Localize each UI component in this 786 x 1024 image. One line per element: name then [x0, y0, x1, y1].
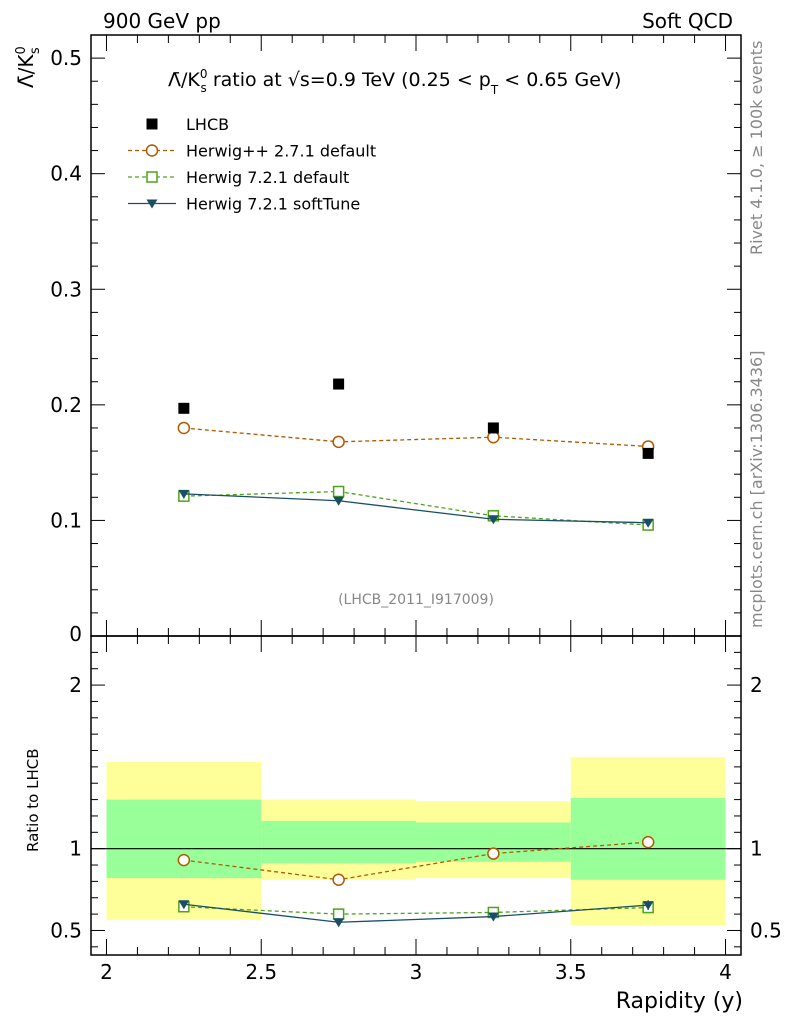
ratio-xtick-label: 3.5: [555, 960, 587, 984]
ratio-point-herwig-2-7-1-default: [177, 853, 191, 867]
main-title-rest: ratio at √s=0.9 TeV (0.25 < p: [207, 69, 491, 91]
ratio-ytick-label-right: 2: [750, 673, 763, 697]
main-line-herwig-7-2-1-default: [183, 490, 649, 526]
main-point-lhcb: [487, 422, 499, 434]
main-title-sup: 0: [200, 67, 208, 81]
ratio-ylabel: Ratio to LHCB: [24, 748, 42, 852]
main-title: Λ̄/K0 s ratio at √s=0.9 TeV (0.25 < pT < …: [168, 67, 621, 97]
main-point-lhcb: [333, 378, 345, 390]
main-point-herwig-2-7-1-default: [332, 435, 345, 449]
rivet-note: Rivet 4.1.0, ≥ 100k events: [747, 41, 766, 255]
ratio-point-herwig-7-2-1-softtune: [487, 912, 499, 922]
main-ylabel-text: Λ̄/K0s: [14, 46, 43, 88]
ratio-ytick-label-right: 1: [750, 837, 763, 861]
main-point-lhcb: [642, 447, 654, 459]
ratio-xtick-label: 2.5: [245, 960, 277, 984]
ratio-xtick-label: 2: [100, 960, 113, 984]
main-point-herwig-7-2-1-softtune: [178, 489, 190, 499]
main-point-herwig-7-2-1-softtune: [487, 515, 499, 525]
main-point-herwig-7-2-1-softtune: [642, 518, 654, 528]
main-title-sub-t: T: [490, 83, 499, 97]
ratio-point-herwig-2-7-1-default: [641, 835, 655, 849]
main-ylabel: Λ̄/K0s: [14, 46, 43, 88]
main-ytick-label: 0.1: [50, 508, 82, 532]
ratio-xtick-label: 4: [719, 960, 732, 984]
analysis-watermark: (LHCB_2011_I917009): [338, 592, 494, 608]
main-title-lambda: Λ̄: [168, 69, 181, 91]
main-line-herwig-7-2-1-softtune: [183, 493, 649, 524]
main-ytick-label-zero: 0: [69, 622, 82, 646]
ratio-point-herwig-7-2-1-softtune: [642, 901, 654, 911]
main-ylabel-sub: s: [28, 47, 43, 54]
main-ylabel-lambda: Λ̄: [14, 74, 38, 88]
main-ytick-label: 0.2: [50, 393, 82, 417]
main-title-k: /K: [181, 69, 200, 91]
header-left: 900 GeV pp: [103, 9, 221, 33]
mcplots-note: mcplots.cern.ch [arXiv:1306.3436]: [747, 351, 766, 628]
main-title-text: Λ̄/K0 s ratio at √s=0.9 TeV (0.25 < pT < …: [168, 67, 621, 97]
main-ylabel-k: /K: [14, 54, 38, 75]
ratio-line-herwig-2-7-1-default: [183, 841, 649, 881]
main-ylabel-sup: 0: [14, 46, 29, 54]
main-point-herwig-2-7-1-default: [177, 421, 191, 435]
legend-marker: [145, 144, 159, 157]
main-ytick-label: 0.4: [50, 162, 82, 186]
ratio-panel: 2 2.5 3 3.5 4 0.5 0.5 1 1 2 2: [50, 635, 782, 984]
ratio-xtick-label: 3: [410, 960, 423, 984]
main-title-sub-s: s: [201, 81, 207, 95]
ratio-ytick-label-left: 0.5: [50, 918, 82, 942]
ratio-point-herwig-7-2-1-softtune: [333, 918, 345, 928]
main-point-herwig-7-2-1-default: [332, 485, 345, 498]
ratio-point-herwig-2-7-1-default: [487, 847, 500, 860]
main-ytick-label: 0.3: [50, 277, 82, 301]
uncertainty-band-green: [261, 820, 416, 864]
ratio-line-herwig-7-2-1-softtune: [183, 903, 649, 923]
legend-label: LHCB: [186, 115, 229, 134]
ratio-point-herwig-2-7-1-default: [332, 873, 345, 886]
main-line-herwig-2-7-1-default: [183, 427, 649, 448]
ratio-ytick-label-left: 2: [69, 673, 82, 697]
legend-marker: [146, 118, 158, 130]
legend-marker: [146, 199, 158, 209]
main-point-lhcb: [178, 402, 190, 414]
legend-label: Herwig 7.2.1 softTune: [186, 195, 360, 214]
legend-marker: [146, 171, 158, 183]
ratio-point-herwig-7-2-1-default: [332, 908, 345, 920]
legend-label: Herwig 7.2.1 default: [186, 168, 349, 187]
legend-label: Herwig++ 2.7.1 default: [186, 142, 376, 161]
x-axis-label: Rapidity (y): [616, 989, 743, 1014]
main-ytick-label: 0.5: [50, 46, 82, 70]
legend: LHCB Herwig++ 2.7.1 default Herwig 7.2.1 d…: [128, 115, 376, 214]
ratio-line-herwig-7-2-1-default: [183, 906, 649, 915]
main-point-herwig-7-2-1-softtune: [333, 496, 345, 506]
ratio-ytick-label-left: 1: [69, 837, 82, 861]
ratio-ytick-label-right: 0.5: [750, 918, 782, 942]
main-title-tail: < 0.65 GeV): [498, 69, 621, 91]
header-right: Soft QCD: [642, 9, 733, 33]
ratio-point-herwig-7-2-1-softtune: [178, 900, 190, 910]
